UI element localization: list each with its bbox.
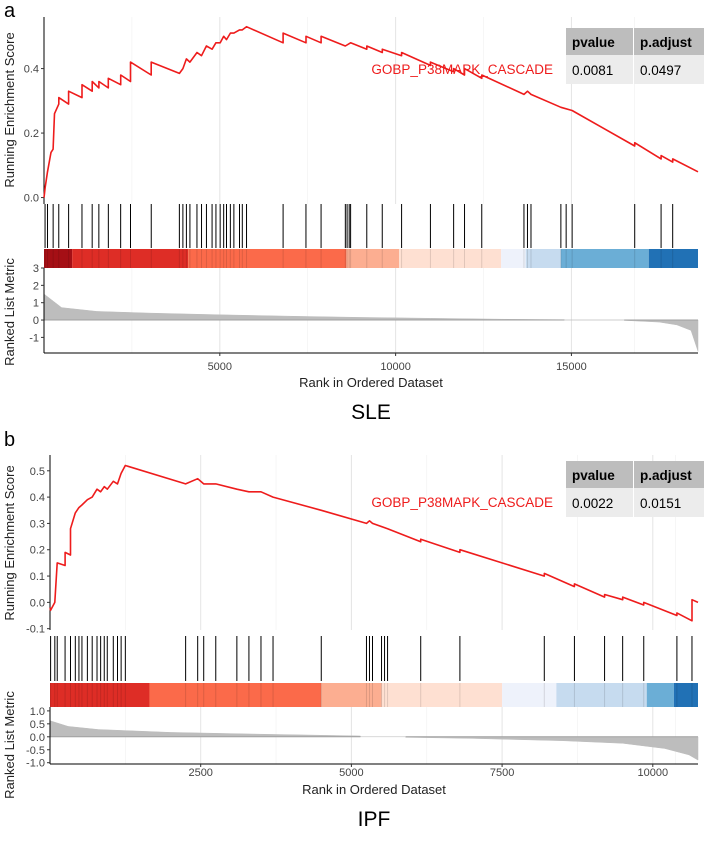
metric-tick-label: 2 [33,280,39,292]
metric-tick-label: 0.5 [30,719,45,731]
panel-label: b [4,429,15,451]
table-value-cell [566,488,633,517]
y-axis-label-metric: Ranked List Metric [2,258,17,366]
rank-color-band [646,683,674,707]
table-value-cell [566,55,633,84]
rank-color-band [560,249,649,268]
x-axis-label: Rank in Ordered Dataset [299,375,443,390]
x-tick-label: 10000 [637,767,668,779]
table-value-padjust: 0.0497 [640,63,681,78]
chart-title: IPF [358,808,391,831]
table-value-pvalue: 0.0081 [572,63,613,78]
metric-tick-label: 1 [33,298,39,310]
rank-color-band [188,249,347,268]
gene-set-label: GOBP_P38MAPK_CASCADE [371,62,553,77]
panel-b: b0.50.40.30.20.10.0-0.11.00.50.0-0.5-1.0… [2,429,704,831]
x-axis-label: Rank in Ordered Dataset [302,782,446,797]
rank-color-band [346,249,400,268]
es-tick-label: 0.0 [24,193,39,205]
rank-color-band [321,683,382,707]
table-header-cell [566,461,633,488]
rank-color-band [525,249,561,268]
x-tick-label: 10000 [380,361,411,373]
table-value-pvalue: 0.0022 [572,496,613,511]
es-tick-label: 0.5 [30,466,45,478]
gene-set-label: GOBP_P38MAPK_CASCADE [371,495,553,510]
metric-tick-label: 1.0 [30,706,45,718]
es-tick-label: 0.0 [30,597,45,609]
running-es-line [43,25,699,198]
table-header-padjust: p.adjust [640,35,692,50]
rank-color-band [648,249,698,268]
table-header-cell [634,461,704,488]
rank-color-band [502,683,557,707]
running-es-line [49,464,699,622]
table-header-pvalue: pvalue [572,468,615,483]
table-header-cell [566,28,633,55]
y-axis-label-es: Running Enrichment Score [2,465,17,620]
ranked-metric-area [49,720,699,761]
rank-color-band [399,249,502,268]
rank-color-band [50,683,150,707]
y-axis-label-es: Running Enrichment Score [2,32,17,187]
table-value-padjust: 0.0151 [640,496,681,511]
rank-color-band [381,683,503,707]
rank-color-band [501,249,526,268]
es-tick-label: 0.3 [30,518,45,530]
y-axis-label-metric: Ranked List Metric [2,691,17,799]
metric-tick-label: -1 [29,332,39,344]
rank-color-band [44,249,73,268]
x-tick-label: 2500 [188,767,212,779]
x-tick-label: 5000 [208,361,232,373]
ranked-metric-area [43,293,699,352]
x-tick-label: 15000 [556,361,587,373]
es-tick-label: 0.2 [30,545,45,557]
metric-tick-label: 3 [33,263,39,275]
metric-tick-label: -0.5 [26,745,45,757]
table-header-pvalue: pvalue [572,35,615,50]
table-header-cell [634,28,704,55]
es-tick-label: 0.4 [30,492,45,504]
metric-tick-label: -1.0 [26,758,45,770]
table-value-cell [634,488,704,517]
rank-color-band [556,683,647,707]
table-value-cell [634,55,704,84]
es-tick-label: 0.2 [24,128,39,140]
rank-color-band [72,249,189,268]
table-header-padjust: p.adjust [640,468,692,483]
panel-label: a [4,0,16,22]
rank-color-band [673,683,698,707]
panel-a: a 0.0 0.2 0.4 3 2 1 0 -1 5000 10000 15000 Rank in Or… [2,0,704,424]
es-tick-label: -0.1 [26,624,45,636]
metric-tick-label: 0 [33,315,39,327]
x-tick-label: 5000 [339,767,363,779]
rank-color-band [149,683,322,707]
es-tick-label: 0.1 [30,571,45,583]
metric-tick-label: 0.0 [30,732,45,744]
es-tick-label: 0.4 [24,64,39,76]
chart-title: SLE [351,401,391,424]
x-tick-label: 7500 [490,767,514,779]
